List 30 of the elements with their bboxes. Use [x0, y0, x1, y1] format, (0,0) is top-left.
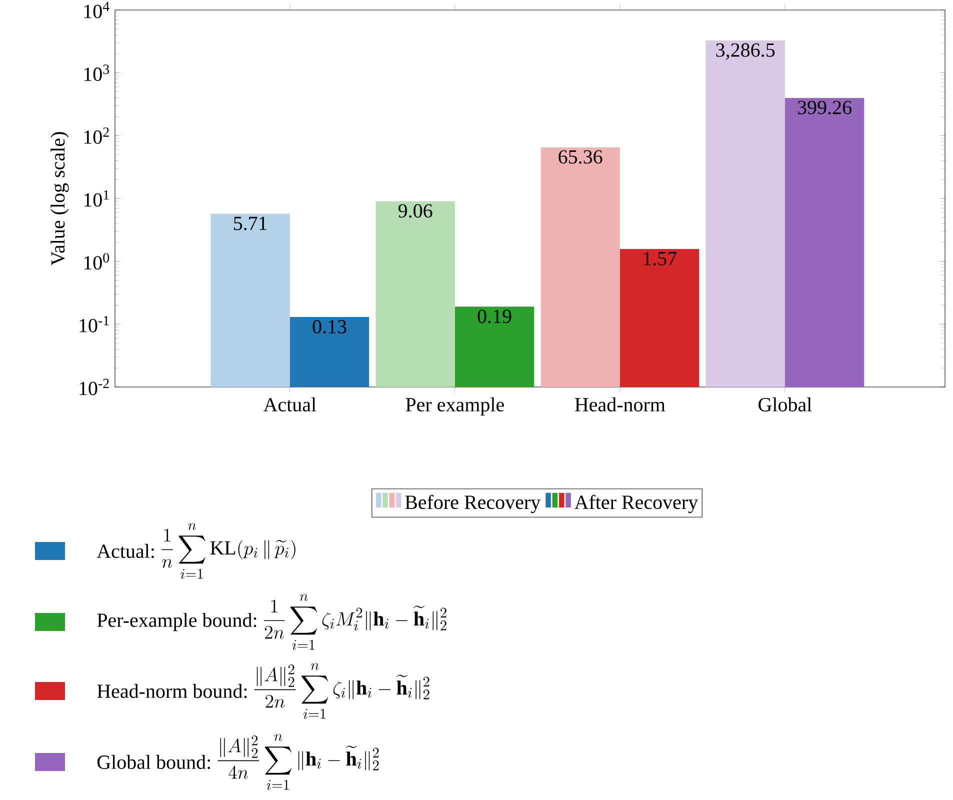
y-tick-label: 10$^{0}$ [84, 253, 110, 270]
x-tick-label: Head-norm [574, 397, 666, 412]
y-tick-label: 10$^{2}$ [84, 127, 109, 144]
y-axis-title: Value (log scale) [50, 132, 69, 266]
data-label: 5.71 [234, 216, 267, 230]
data-label: 1.57 [644, 252, 676, 266]
y-tick-label: 10$^{4}$ [84, 2, 110, 18]
y-tick-label: 10$^{1}$ [84, 190, 109, 207]
text: Per-example bound: [97, 612, 256, 632]
text: $\frac{1}{n}\sum_{i=1}^{n}\mathrm{KL}(p_i\,\|\,\widetilde{p}_i)$ [162, 523, 296, 579]
data-label: 0.13 [312, 320, 346, 334]
text: $\frac{\|A\|_2^2}{2n}\sum_{i=1}^{n}\zeta_i\|\mathbf{h}_i-\widetilde{\mathbf{h}}_i\|_2^2$ [254, 663, 430, 719]
legend-label: Before Recovery [405, 494, 541, 514]
x-tick-label: Global [758, 397, 812, 412]
x-tick-label: Actual [263, 397, 316, 412]
data-label: 0.19 [478, 310, 512, 324]
text: Head-norm bound: [97, 684, 247, 698]
text: $\frac{\|A\|_2^2}{4n}\sum_{i=1}^{n}\|\mathbf{h}_i-\widetilde{\mathbf{h}}_i\|_2^2$ [218, 734, 379, 790]
data-label: 399.26 [798, 100, 852, 114]
data-label: 9.06 [398, 204, 432, 218]
y-tick-label: 10$^{-2}$ [80, 378, 109, 396]
data-label: 65.36 [558, 150, 602, 164]
data-label: 3,286.5 [716, 43, 775, 60]
legend-label: After Recovery [574, 494, 698, 514]
text: $\frac{1}{2n}\sum_{i=1}^{n}\zeta_i M_i^2\|\mathbf{h}_i-\widetilde{\mathbf{h}}_i\|_2^2$ [264, 594, 446, 650]
x-tick-label: Per example [406, 397, 504, 416]
y-tick-label: 10$^{3}$ [84, 64, 110, 82]
y-tick-label: 10$^{-1}$ [80, 316, 109, 332]
text: Actual: [96, 544, 154, 558]
text: Global bound: [97, 754, 210, 770]
